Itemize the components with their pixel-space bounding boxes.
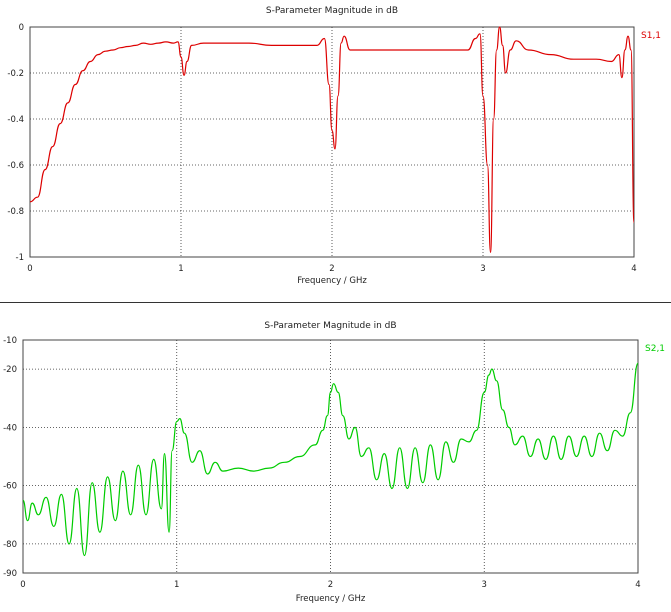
x-tick-label: 2 bbox=[329, 264, 334, 274]
y-tick-label: -1 bbox=[16, 253, 24, 263]
y-tick-label: -10 bbox=[3, 336, 17, 346]
y-tick-label: -0.6 bbox=[7, 161, 24, 171]
x-tick-label: 3 bbox=[480, 264, 485, 274]
x-tick-label: 3 bbox=[482, 580, 487, 590]
series-label: S2,1 bbox=[645, 344, 665, 354]
y-tick-label: -90 bbox=[3, 569, 17, 579]
chart-2: S-Parameter Magnitude in dB 0 1 2 3 4 -10 -20 -4… bbox=[3, 321, 665, 604]
chart-title: S-Parameter Magnitude in dB bbox=[264, 321, 396, 331]
x-tick-label: 4 bbox=[631, 264, 636, 274]
x-tick-label: 4 bbox=[635, 580, 640, 590]
y-tick-label: 0 bbox=[19, 23, 24, 33]
chart-divider bbox=[0, 302, 671, 303]
y-tick-label: -40 bbox=[3, 423, 17, 433]
chart-1: S-Parameter Magnitude in dB 0 1 2 3 4 0 -0.2 -0.… bbox=[7, 6, 661, 286]
y-tick-label: -80 bbox=[3, 540, 17, 550]
y-tick-label: -0.4 bbox=[7, 115, 24, 125]
series-line-s11 bbox=[29, 26, 635, 253]
series-label: S1,1 bbox=[641, 31, 661, 41]
x-axis-label: Frequency / GHz bbox=[297, 276, 367, 286]
y-tick-label: -0.8 bbox=[7, 207, 24, 217]
y-tick-label: -0.2 bbox=[7, 69, 24, 79]
x-tick-label: 0 bbox=[27, 264, 32, 274]
chart-title: S-Parameter Magnitude in dB bbox=[266, 6, 398, 16]
x-tick-label: 2 bbox=[328, 580, 333, 590]
series-line-s21 bbox=[22, 362, 639, 557]
y-tick-label: -20 bbox=[3, 365, 17, 375]
x-tick-label: 1 bbox=[174, 580, 179, 590]
x-tick-label: 0 bbox=[20, 580, 25, 590]
x-axis-label: Frequency / GHz bbox=[296, 594, 366, 604]
x-tick-label: 1 bbox=[178, 264, 183, 274]
y-tick-label: -60 bbox=[3, 482, 17, 492]
